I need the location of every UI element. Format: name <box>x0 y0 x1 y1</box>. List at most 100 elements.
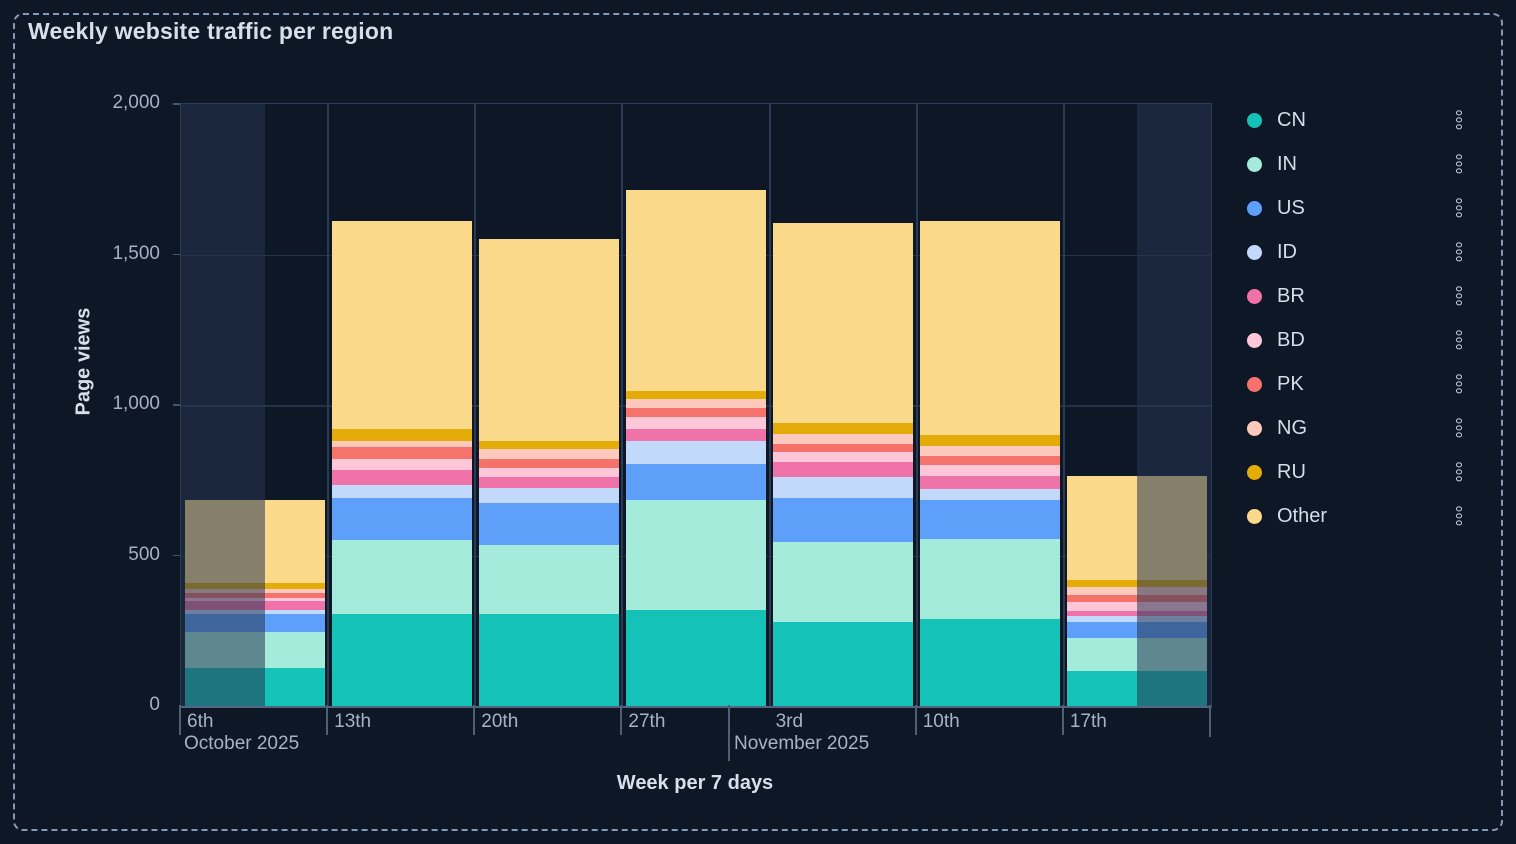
x-tick-label: 17th <box>1069 711 1107 732</box>
bar-segment-ID[interactable] <box>331 484 472 499</box>
bar-segment-PK[interactable] <box>478 459 619 469</box>
month-boundary-tick <box>728 705 730 761</box>
bar-segment-CN[interactable] <box>478 614 619 706</box>
bar-segment-US[interactable] <box>773 498 914 542</box>
legend-color-dot <box>1247 288 1262 304</box>
bar-segment-BR[interactable] <box>920 475 1061 490</box>
month-label: October 2025 <box>184 733 300 754</box>
bar-segment-CN[interactable] <box>331 614 472 706</box>
bar-segment-RU[interactable] <box>331 429 472 442</box>
bar-segment-Other[interactable] <box>331 221 472 430</box>
x-tick-mark <box>620 705 623 735</box>
bar-segment-Other[interactable] <box>920 221 1061 436</box>
legend-item-label: US <box>1277 196 1305 219</box>
x-tick-label: 20th <box>481 711 519 732</box>
bar-segment-RU[interactable] <box>625 391 767 399</box>
bar-segment-Other[interactable] <box>773 222 914 424</box>
kebab-vertical-dots-icon[interactable] <box>1456 197 1462 218</box>
legend-color-dot <box>1247 200 1262 216</box>
column-separator <box>474 104 477 706</box>
bar-segment-IN[interactable] <box>478 544 619 615</box>
kebab-vertical-dots-icon[interactable] <box>1456 505 1462 526</box>
bar-segment-BD[interactable] <box>331 459 472 470</box>
bar-segment-NG[interactable] <box>625 399 767 409</box>
bar-segment-CN[interactable] <box>773 621 914 706</box>
kebab-vertical-dots-icon[interactable] <box>1456 241 1462 262</box>
legend-item-pk[interactable]: PK <box>1240 368 1480 400</box>
bar-segment-ID[interactable] <box>920 489 1061 500</box>
bar-segment-BD[interactable] <box>920 465 1061 476</box>
bar-segment-US[interactable] <box>478 502 619 545</box>
bar-segment-BD[interactable] <box>478 468 619 478</box>
bar-segment-IN[interactable] <box>920 538 1061 619</box>
legend-item-other[interactable]: Other <box>1240 500 1480 532</box>
bar-segment-BD[interactable] <box>773 451 914 463</box>
legend-item-br[interactable]: BR <box>1240 280 1480 312</box>
bar-segment-CN[interactable] <box>920 618 1061 706</box>
legend-item-us[interactable]: US <box>1240 192 1480 224</box>
bar-segment-RU[interactable] <box>478 441 619 449</box>
bar-segment-Other[interactable] <box>478 239 619 442</box>
kebab-vertical-dots-icon[interactable] <box>1456 461 1462 482</box>
bar-segment-IN[interactable] <box>331 540 472 615</box>
bar-segment-CN[interactable] <box>625 609 767 706</box>
y-tick-mark <box>173 253 180 255</box>
x-tick-label: 10th <box>922 711 960 732</box>
kebab-vertical-dots-icon[interactable] <box>1456 373 1462 394</box>
bar-segment-BR[interactable] <box>478 477 619 488</box>
x-tick-label: 27th <box>628 711 666 732</box>
bar-segment-US[interactable] <box>625 463 767 500</box>
bar-segment-NG[interactable] <box>478 448 619 460</box>
bar-segment-Other[interactable] <box>625 189 767 392</box>
kebab-vertical-dots-icon[interactable] <box>1456 109 1462 130</box>
dimmed-region-right <box>1136 104 1211 706</box>
bar-segment-NG[interactable] <box>773 433 914 445</box>
bar-segment-ID[interactable] <box>478 487 619 503</box>
bar-segment-NG[interactable] <box>920 445 1061 457</box>
legend-item-cn[interactable]: CN <box>1240 104 1480 136</box>
legend-item-label: BD <box>1277 328 1305 351</box>
legend-item-ru[interactable]: RU <box>1240 456 1480 488</box>
bar-segment-RU[interactable] <box>773 423 914 434</box>
legend-color-dot <box>1247 376 1262 392</box>
legend-color-dot <box>1247 420 1262 436</box>
bar-segment-US[interactable] <box>920 499 1061 539</box>
bar-segment-NG[interactable] <box>331 441 472 448</box>
legend-item-in[interactable]: IN <box>1240 148 1480 180</box>
bar-segment-IN[interactable] <box>773 541 914 622</box>
y-tick-label: 2,000 <box>112 92 160 113</box>
month-label: November 2025 <box>734 733 870 754</box>
x-tick-mark <box>473 705 476 735</box>
kebab-vertical-dots-icon[interactable] <box>1456 329 1462 350</box>
legend-item-bd[interactable]: BD <box>1240 324 1480 356</box>
bar-segment-BD[interactable] <box>625 417 767 430</box>
bar-segment-US[interactable] <box>331 498 472 541</box>
bar-segment-PK[interactable] <box>331 447 472 460</box>
legend-item-label: Other <box>1277 504 1328 527</box>
legend-item-label: RU <box>1277 460 1306 483</box>
bar-segment-BR[interactable] <box>625 429 767 442</box>
legend-item-id[interactable]: ID <box>1240 236 1480 268</box>
bar-segment-ID[interactable] <box>625 441 767 464</box>
kebab-vertical-dots-icon[interactable] <box>1456 417 1462 438</box>
x-axis-end-tick <box>1209 705 1211 737</box>
bar-segment-PK[interactable] <box>920 456 1061 466</box>
legend-item-label: ID <box>1277 240 1297 263</box>
legend-item-label: IN <box>1277 152 1297 175</box>
bar-segment-PK[interactable] <box>773 444 914 452</box>
legend-item-label: BR <box>1277 284 1305 307</box>
bar-segment-PK[interactable] <box>625 408 767 418</box>
x-tick-label: 13th <box>334 711 372 732</box>
bar-segment-BR[interactable] <box>331 469 472 485</box>
legend-item-ng[interactable]: NG <box>1240 412 1480 444</box>
bar-segment-IN[interactable] <box>625 499 767 610</box>
plot-area[interactable] <box>180 103 1212 708</box>
kebab-vertical-dots-icon[interactable] <box>1456 153 1462 174</box>
bar-segment-ID[interactable] <box>773 477 914 499</box>
kebab-vertical-dots-icon[interactable] <box>1456 285 1462 306</box>
bar-segment-RU[interactable] <box>920 435 1061 446</box>
bar-segment-BR[interactable] <box>773 462 914 478</box>
column-separator <box>1062 104 1065 706</box>
column-separator <box>327 104 330 706</box>
